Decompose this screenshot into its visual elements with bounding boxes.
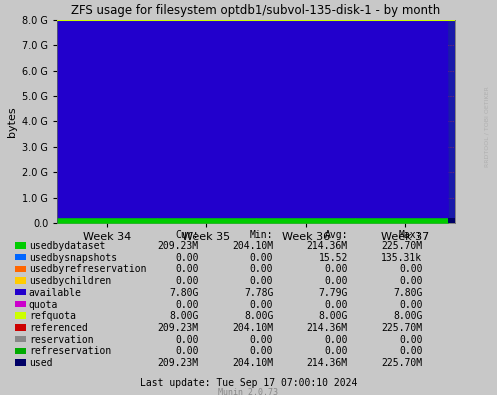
Text: 15.52: 15.52 bbox=[319, 253, 348, 263]
Text: 0.00: 0.00 bbox=[250, 253, 273, 263]
Bar bbox=[15, 359, 26, 366]
Text: reservation: reservation bbox=[29, 335, 93, 345]
Text: 0.00: 0.00 bbox=[325, 300, 348, 310]
Title: ZFS usage for filesystem optdb1/subvol-135-disk-1 - by month: ZFS usage for filesystem optdb1/subvol-1… bbox=[72, 4, 440, 17]
Text: 225.70M: 225.70M bbox=[381, 241, 422, 251]
Text: 8.00G: 8.00G bbox=[244, 311, 273, 322]
Text: 0.00: 0.00 bbox=[250, 300, 273, 310]
Text: 0.00: 0.00 bbox=[250, 276, 273, 286]
Bar bbox=[15, 242, 26, 248]
Text: usedbyrefreservation: usedbyrefreservation bbox=[29, 265, 146, 275]
Text: Max:: Max: bbox=[399, 230, 422, 240]
Text: usedbychildren: usedbychildren bbox=[29, 276, 111, 286]
Text: 0.00: 0.00 bbox=[175, 265, 199, 275]
Text: 0.00: 0.00 bbox=[399, 346, 422, 356]
Text: 0.00: 0.00 bbox=[399, 265, 422, 275]
Text: available: available bbox=[29, 288, 82, 298]
Text: 0.00: 0.00 bbox=[399, 300, 422, 310]
Text: referenced: referenced bbox=[29, 323, 87, 333]
Text: 0.00: 0.00 bbox=[250, 346, 273, 356]
Text: 204.10M: 204.10M bbox=[232, 323, 273, 333]
Text: 0.00: 0.00 bbox=[250, 335, 273, 345]
Bar bbox=[15, 324, 26, 331]
Text: usedbysnapshots: usedbysnapshots bbox=[29, 253, 117, 263]
Text: 0.00: 0.00 bbox=[399, 335, 422, 345]
Text: 7.80G: 7.80G bbox=[169, 288, 199, 298]
Text: 7.79G: 7.79G bbox=[319, 288, 348, 298]
Text: 0.00: 0.00 bbox=[325, 335, 348, 345]
Bar bbox=[15, 254, 26, 260]
Text: RRDTOOL / TOBI OETIKER: RRDTOOL / TOBI OETIKER bbox=[485, 86, 490, 167]
Text: 8.00G: 8.00G bbox=[319, 311, 348, 322]
Y-axis label: bytes: bytes bbox=[6, 106, 16, 137]
Text: 209.23M: 209.23M bbox=[158, 358, 199, 368]
Text: 204.10M: 204.10M bbox=[232, 241, 273, 251]
Text: 0.00: 0.00 bbox=[175, 253, 199, 263]
Bar bbox=[15, 336, 26, 342]
Bar bbox=[15, 312, 26, 319]
Bar bbox=[15, 301, 26, 307]
Bar bbox=[15, 289, 26, 295]
Text: quota: quota bbox=[29, 300, 58, 310]
Text: used: used bbox=[29, 358, 52, 368]
Text: usedbydataset: usedbydataset bbox=[29, 241, 105, 251]
Text: refreservation: refreservation bbox=[29, 346, 111, 356]
Text: 0.00: 0.00 bbox=[175, 335, 199, 345]
Text: 8.00G: 8.00G bbox=[393, 311, 422, 322]
Text: 214.36M: 214.36M bbox=[307, 323, 348, 333]
Text: 214.36M: 214.36M bbox=[307, 241, 348, 251]
Text: Avg:: Avg: bbox=[325, 230, 348, 240]
Text: Cur:: Cur: bbox=[175, 230, 199, 240]
Text: 8.00G: 8.00G bbox=[169, 311, 199, 322]
Text: 135.31k: 135.31k bbox=[381, 253, 422, 263]
Bar bbox=[15, 348, 26, 354]
Text: 0.00: 0.00 bbox=[325, 276, 348, 286]
Text: 225.70M: 225.70M bbox=[381, 358, 422, 368]
Text: 0.00: 0.00 bbox=[175, 276, 199, 286]
Text: refquota: refquota bbox=[29, 311, 76, 322]
Text: 0.00: 0.00 bbox=[325, 346, 348, 356]
Text: Min:: Min: bbox=[250, 230, 273, 240]
Text: 0.00: 0.00 bbox=[325, 265, 348, 275]
Text: 209.23M: 209.23M bbox=[158, 241, 199, 251]
Text: 0.00: 0.00 bbox=[175, 346, 199, 356]
Text: 0.00: 0.00 bbox=[399, 276, 422, 286]
Bar bbox=[15, 277, 26, 284]
Bar bbox=[15, 265, 26, 272]
Text: 0.00: 0.00 bbox=[250, 265, 273, 275]
Text: 214.36M: 214.36M bbox=[307, 358, 348, 368]
Text: 204.10M: 204.10M bbox=[232, 358, 273, 368]
Text: Munin 2.0.73: Munin 2.0.73 bbox=[219, 388, 278, 395]
Text: 7.78G: 7.78G bbox=[244, 288, 273, 298]
Text: 0.00: 0.00 bbox=[175, 300, 199, 310]
Text: 225.70M: 225.70M bbox=[381, 323, 422, 333]
Text: 7.80G: 7.80G bbox=[393, 288, 422, 298]
Text: 209.23M: 209.23M bbox=[158, 323, 199, 333]
Text: Last update: Tue Sep 17 07:00:10 2024: Last update: Tue Sep 17 07:00:10 2024 bbox=[140, 378, 357, 388]
